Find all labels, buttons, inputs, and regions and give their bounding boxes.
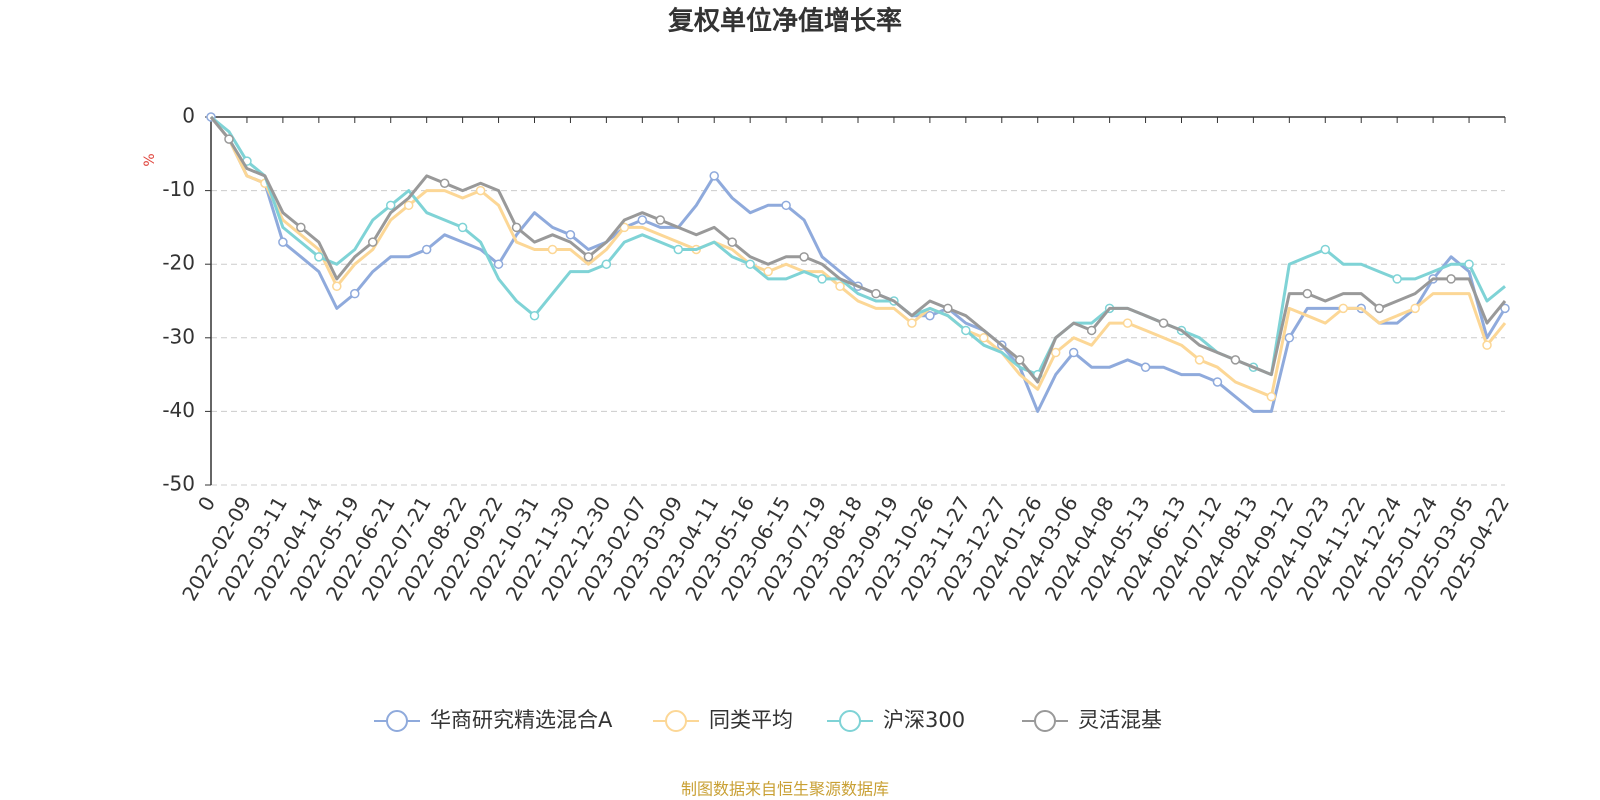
chart-title: 复权单位净值增长率	[668, 6, 902, 37]
point-marker	[1338, 303, 1348, 314]
point-marker	[637, 215, 648, 225]
point-marker	[781, 200, 791, 211]
point-marker	[817, 274, 827, 284]
series-line	[210, 115, 1506, 377]
legend-marker	[839, 710, 861, 732]
point-marker	[1140, 362, 1151, 372]
point-marker	[709, 171, 719, 181]
y-axis-label: %	[142, 153, 158, 166]
point-marker	[871, 288, 881, 299]
point-marker	[421, 244, 432, 255]
point-marker	[979, 333, 989, 343]
point-marker	[925, 310, 935, 321]
point-marker	[1194, 355, 1205, 365]
y-tick-label: -20	[162, 251, 195, 275]
point-marker	[1410, 303, 1420, 314]
point-marker	[1392, 274, 1402, 284]
point-marker	[385, 200, 396, 211]
legend-label: 华商研究精选混合A	[430, 708, 613, 732]
point-marker	[1158, 318, 1169, 328]
series-line	[209, 116, 1507, 399]
point-marker	[1284, 333, 1295, 343]
point-marker	[907, 318, 917, 328]
point-marker	[763, 266, 773, 277]
point-marker	[1320, 244, 1331, 255]
point-marker	[835, 281, 845, 292]
point-marker	[1374, 303, 1384, 314]
point-marker	[314, 252, 324, 262]
point-marker	[1500, 303, 1510, 314]
point-marker	[332, 281, 342, 292]
x-tick-label: 0	[193, 492, 220, 515]
series-line	[209, 116, 1507, 384]
point-marker	[1068, 347, 1079, 358]
point-marker	[403, 200, 414, 211]
point-marker	[1446, 274, 1456, 284]
point-marker	[565, 230, 576, 240]
point-marker	[493, 259, 504, 269]
y-tick-label: -30	[162, 324, 195, 348]
point-marker	[655, 215, 666, 225]
point-marker	[511, 222, 522, 233]
point-marker	[745, 259, 755, 269]
point-marker	[601, 259, 612, 269]
legend-item: 同类平均	[653, 708, 793, 732]
legend-marker	[386, 710, 408, 732]
point-marker	[1050, 347, 1061, 358]
point-marker	[529, 310, 540, 321]
point-marker	[673, 244, 684, 255]
point-marker	[296, 222, 306, 233]
point-marker	[439, 178, 450, 188]
legend-label: 沪深300	[883, 708, 965, 732]
point-marker	[547, 244, 558, 255]
point-marker	[368, 237, 378, 247]
point-marker	[1015, 355, 1025, 365]
y-tick-label: -10	[162, 177, 195, 201]
legend-item: 华商研究精选混合A	[374, 708, 613, 732]
point-marker	[1302, 288, 1313, 299]
point-marker	[727, 237, 737, 247]
point-marker	[1230, 355, 1241, 365]
point-marker	[278, 237, 288, 247]
point-marker	[475, 185, 486, 196]
legend-marker	[1034, 710, 1056, 732]
point-marker	[1086, 325, 1097, 336]
legend-label: 灵活混基	[1078, 708, 1162, 732]
point-marker	[457, 222, 468, 233]
point-marker	[1212, 377, 1223, 387]
legend-item: 灵活混基	[1022, 708, 1162, 732]
y-tick-label: -50	[162, 472, 195, 496]
point-marker	[1482, 340, 1492, 350]
point-marker	[943, 303, 953, 314]
legend-item: 沪深300	[827, 708, 965, 732]
point-marker	[961, 325, 971, 336]
point-marker	[1464, 259, 1474, 269]
legend-marker	[665, 710, 687, 732]
point-marker	[583, 252, 594, 262]
point-marker	[799, 252, 809, 262]
y-tick-label: 0	[182, 104, 195, 128]
point-marker	[619, 222, 630, 233]
source-note: 制图数据来自恒生聚源数据库	[681, 780, 889, 799]
legend-label: 同类平均	[709, 708, 793, 732]
point-marker	[1266, 391, 1277, 402]
y-tick-label: -40	[162, 398, 195, 422]
point-marker	[350, 288, 360, 299]
point-marker	[1122, 318, 1133, 328]
point-marker	[224, 134, 234, 144]
